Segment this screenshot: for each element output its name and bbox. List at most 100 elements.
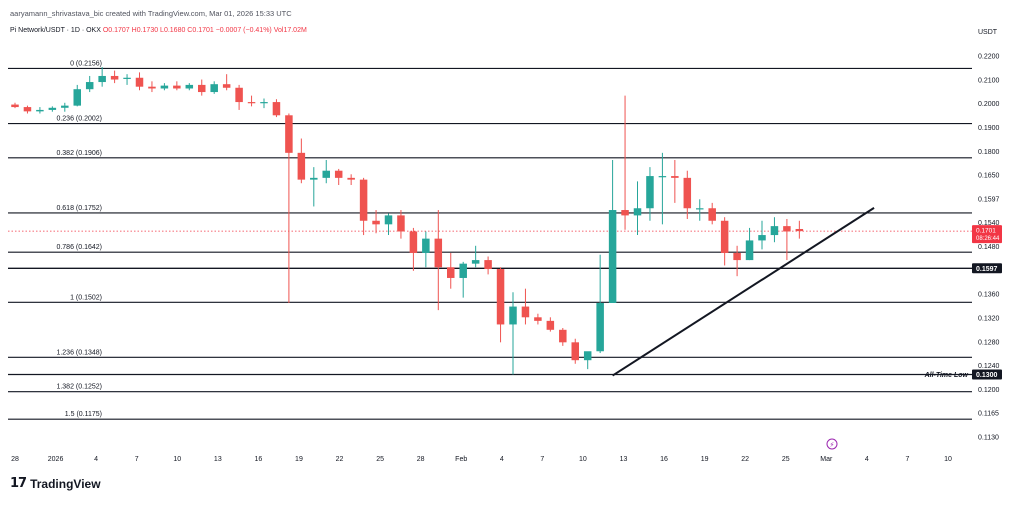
candle-body — [559, 329, 567, 343]
candle-body — [235, 87, 243, 103]
fib-level-label: 0.236 (0.2002) — [56, 116, 102, 123]
candle-body — [521, 306, 530, 318]
chart-attribution: aaryamann_shrivastava_bic created with T… — [10, 9, 292, 18]
y-tick-label: 0.1240 — [978, 363, 1000, 370]
candle-body — [148, 86, 156, 89]
fib-level-label: 0.786 (0.1642) — [56, 244, 102, 251]
y-tick-label: 0.2000 — [978, 101, 1000, 108]
candle-body — [646, 176, 654, 209]
candle-body — [459, 263, 467, 278]
candle-body — [48, 107, 57, 110]
candle-body — [359, 179, 368, 221]
x-tick-label: 19 — [295, 456, 303, 463]
candle-body — [160, 85, 169, 89]
tradingview-logo[interactable]: 17 TradingView — [10, 476, 101, 491]
symbol-name[interactable]: Pi Network/USDT · 1D · OKX — [10, 27, 101, 34]
all-time-low-label: All-Time Low — [924, 372, 969, 379]
candle-body — [135, 77, 144, 87]
candle-body — [770, 226, 779, 236]
x-tick-label: 19 — [701, 456, 709, 463]
symbol-info-line: Pi Network/USDT · 1D · OKX O0.1707 H0.17… — [10, 27, 307, 34]
x-tick-label: 10 — [579, 456, 587, 463]
candle-body — [484, 260, 492, 270]
candle-body — [633, 208, 642, 216]
x-tick-label: 2026 — [48, 456, 64, 463]
x-tick-label: 22 — [336, 456, 344, 463]
tradingview-logo-text: TradingView — [30, 476, 101, 491]
y-tick-label: 0.1280 — [978, 339, 1000, 346]
x-tick-label: 7 — [135, 456, 139, 463]
candle-body — [720, 220, 729, 253]
candle-body — [671, 176, 679, 178]
price-tag-box — [972, 369, 1002, 380]
candle-body — [509, 306, 517, 325]
fib-level-label: 0.382 (0.1906) — [56, 150, 102, 157]
candle-body — [683, 177, 692, 209]
x-tick-label: 4 — [94, 456, 98, 463]
candle-body — [409, 231, 418, 253]
candle-body — [285, 115, 293, 153]
x-tick-label: Mar — [820, 456, 833, 463]
x-tick-label: 7 — [540, 456, 544, 463]
candle-body — [310, 177, 318, 180]
candle-body — [198, 84, 206, 93]
price-tag-label: 0.1597 — [976, 266, 998, 273]
fib-level-label: 1.382 (0.1252) — [56, 384, 102, 391]
candle-body — [608, 210, 617, 303]
current-price-tag — [972, 225, 1002, 244]
y-tick-label: 0.1480 — [978, 244, 1000, 251]
candle-body — [422, 238, 430, 253]
candle-body — [733, 252, 741, 261]
y-tick-label: 0.2100 — [978, 77, 1000, 84]
y-tick-label: 0.1130 — [978, 435, 999, 442]
y-tick-label: 0.2200 — [978, 54, 1000, 61]
fib-level-label: 1.236 (0.1348) — [56, 349, 102, 356]
candle-body — [708, 208, 716, 221]
ascending-trendline — [612, 207, 875, 377]
y-tick-label: 0.1200 — [978, 387, 1000, 394]
candle-body — [384, 215, 393, 225]
candle-body — [23, 107, 32, 112]
candle-body — [447, 267, 455, 278]
candle-body — [36, 109, 44, 112]
candle-body — [98, 75, 106, 83]
candle-body — [571, 342, 579, 361]
candle-body — [61, 105, 69, 108]
current-price-value: 0.1701 — [976, 228, 996, 235]
candle-body — [347, 177, 355, 180]
candle-body — [596, 302, 604, 352]
x-tick-label: 13 — [620, 456, 628, 463]
candle-body — [247, 102, 256, 104]
currency-label: USDT — [978, 29, 998, 36]
candle-body — [534, 317, 542, 321]
x-tick-label: 16 — [660, 456, 668, 463]
price-tag-box — [972, 263, 1002, 274]
y-tick-label: 0.1650 — [978, 173, 1000, 180]
candle-body — [297, 152, 306, 180]
candle-body — [758, 235, 766, 241]
candle-body — [471, 260, 480, 264]
x-tick-label: 25 — [782, 456, 790, 463]
candle-body — [173, 85, 181, 89]
candle-body — [658, 176, 667, 178]
y-tick-label: 0.1360 — [978, 292, 1000, 299]
candle-body — [745, 240, 754, 261]
candle-body — [123, 77, 131, 79]
x-tick-label: 13 — [214, 456, 222, 463]
x-tick-label: 7 — [905, 456, 909, 463]
x-tick-label: 28 — [11, 456, 19, 463]
x-tick-label: 4 — [500, 456, 504, 463]
price-tag-label: 0.1300 — [976, 372, 998, 379]
candle-body — [85, 82, 94, 90]
current-price-countdown: 08:26:44 — [976, 236, 1000, 242]
candle-body — [496, 269, 505, 325]
candle-body — [222, 84, 231, 88]
y-tick-label: 0.1597 — [978, 196, 1000, 203]
candle-body — [397, 215, 405, 232]
candle-body — [546, 320, 555, 330]
candle-body — [795, 228, 804, 232]
x-tick-label: 16 — [254, 456, 262, 463]
candle-body — [372, 220, 380, 225]
candle-body — [73, 89, 81, 106]
